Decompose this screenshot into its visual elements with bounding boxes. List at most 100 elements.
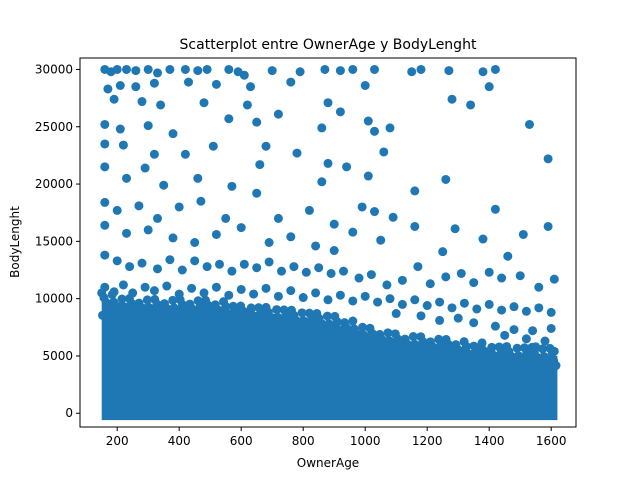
scatter-point (184, 77, 193, 87)
scatter-point (335, 290, 345, 300)
scatter-point (471, 346, 481, 356)
scatter-point (397, 299, 407, 309)
scatter-point (515, 271, 525, 281)
scatter-point (109, 94, 119, 104)
scatter-point (162, 281, 172, 291)
scatter-point (388, 212, 398, 222)
x-tick-label: 200 (106, 434, 129, 448)
scatter-point (112, 205, 122, 215)
scatter-point (370, 207, 379, 217)
scatter-point (174, 202, 184, 212)
scatter-point (316, 318, 326, 328)
scatter-point (420, 342, 430, 352)
scatter-point (131, 66, 141, 76)
scatter-point (98, 310, 108, 320)
scatter-point (332, 317, 342, 327)
x-tick-label: 1400 (474, 434, 505, 448)
scatter-point (348, 227, 358, 237)
scatter-point (322, 311, 332, 321)
scatter-point (273, 291, 283, 301)
scatter-point (532, 352, 542, 362)
scatter-point (196, 196, 206, 206)
scatter-point (153, 213, 162, 223)
scatter-point (292, 148, 302, 158)
scatter-point (189, 309, 199, 319)
scatter-point (266, 312, 276, 322)
scatter-point (123, 311, 133, 321)
scatter-point (153, 68, 162, 78)
y-tick-label: 20000 (35, 177, 73, 191)
scatter-point (389, 346, 399, 356)
scatter-point (255, 160, 265, 170)
scatter-point (262, 325, 272, 335)
scatter-point (211, 282, 221, 292)
scatter-point (457, 357, 467, 367)
scatter-point (180, 304, 190, 314)
scatter-point (410, 221, 420, 231)
scatter-point (117, 294, 127, 304)
scatter-point (100, 197, 110, 207)
x-tick-label: 1200 (412, 434, 443, 448)
scatter-point (149, 149, 159, 159)
scatter-point (342, 162, 352, 172)
scatter-point (500, 330, 510, 340)
scatter-point (440, 352, 450, 362)
scatter-point (115, 81, 125, 91)
scatter-point (304, 205, 314, 215)
scatter-point (320, 331, 330, 341)
scatter-point (177, 265, 187, 275)
scatter-point (140, 282, 150, 292)
scatter-point (531, 342, 541, 352)
scatter-point (311, 241, 321, 251)
scatter-point (335, 107, 345, 117)
scatter-point (446, 344, 456, 354)
scatter-point (355, 342, 365, 352)
dense-point-region (101, 300, 558, 421)
scatter-point (472, 304, 482, 314)
scatter-point (363, 171, 373, 181)
scatter-point (363, 116, 373, 126)
scatter-point (487, 342, 497, 352)
scatter-point (240, 311, 250, 321)
scatter-point (436, 339, 446, 349)
scatter-point (100, 250, 110, 260)
scatter-point (205, 305, 215, 315)
scatter-point (413, 262, 423, 272)
scatter-point (528, 326, 538, 336)
scatter-point (410, 186, 420, 196)
scatter-point (115, 124, 125, 134)
scatter-point (168, 233, 178, 243)
scatter-point (140, 315, 150, 325)
scatter-point (348, 296, 358, 306)
scatter-point (329, 246, 339, 256)
scatter-point (456, 268, 466, 278)
scatter-point (522, 348, 532, 358)
x-tick-label: 1600 (536, 434, 567, 448)
scatter-point (323, 158, 333, 168)
scatter-point (148, 312, 158, 322)
scatter-point (190, 256, 200, 266)
scatter-point (251, 323, 261, 333)
scatter-point (298, 293, 308, 303)
scatter-point (416, 311, 426, 321)
scatter-point (156, 100, 166, 110)
scatter-point (477, 338, 487, 348)
y-axis-ticks: 0 5000 10000 15000 20000 25000 30000 (35, 62, 80, 420)
scatter-point (168, 129, 178, 139)
scatter-point (149, 286, 159, 296)
scatter-point (538, 344, 548, 354)
scatter-point (225, 314, 235, 324)
x-tick-label: 1000 (350, 434, 381, 448)
scatter-point (118, 140, 128, 150)
scatter-point (544, 361, 554, 371)
scatter-point (249, 289, 259, 299)
scatter-point (382, 280, 392, 290)
scatter-point (438, 247, 448, 257)
y-tick-label: 5000 (42, 349, 73, 363)
scatter-point (246, 82, 255, 92)
scatter-point (261, 141, 271, 151)
scatter-point (199, 313, 209, 323)
scatter-point (497, 305, 507, 315)
scatter-point (100, 162, 110, 172)
